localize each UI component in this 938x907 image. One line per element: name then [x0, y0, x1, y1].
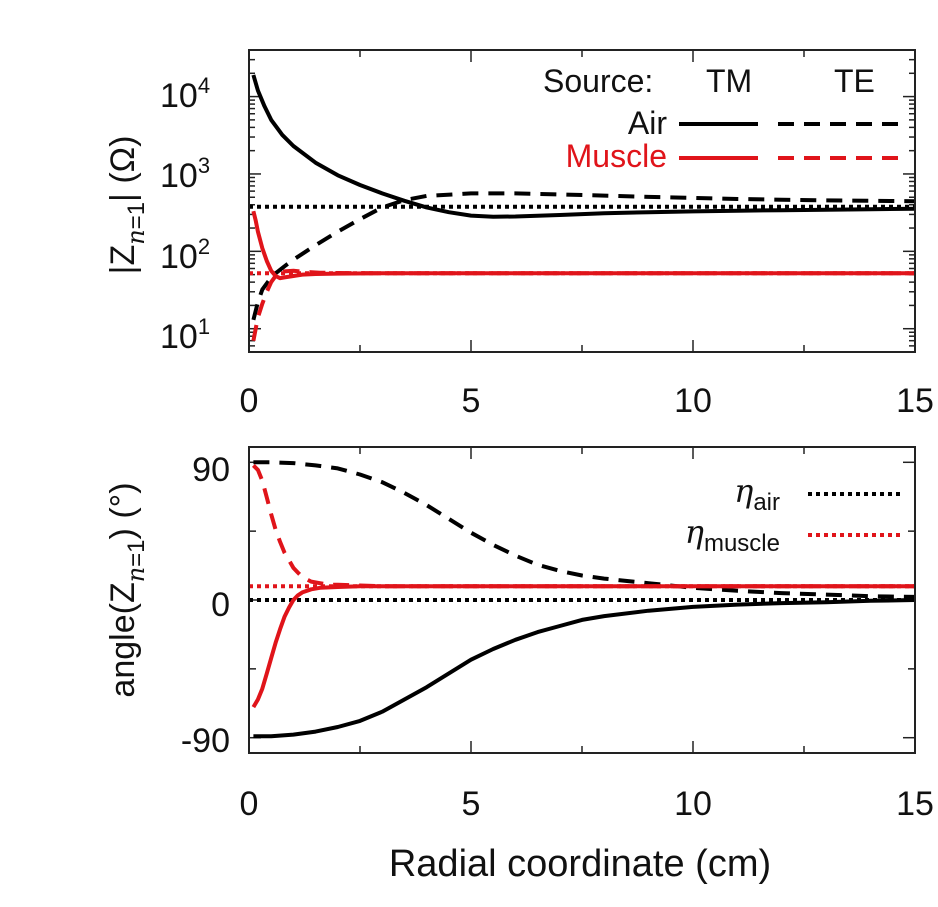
top-series-muscle-te	[251, 268, 915, 342]
top-ytick-label: 101	[160, 314, 210, 356]
legend-label-eta-muscle: ηmuscle	[685, 513, 780, 557]
bottom-plot-lines	[248, 447, 916, 753]
top-xtick-label: 5	[462, 382, 481, 420]
top-series-muscle-tm	[251, 210, 915, 281]
legend-header-te: TE	[834, 63, 875, 99]
top-xtick-label: 0	[240, 382, 259, 420]
bottom-plot-frame	[248, 446, 916, 754]
bottom-ytick-label: 90	[192, 451, 230, 489]
bottom-xlabel: Radial coordinate (cm)	[389, 843, 771, 885]
top-panel: 101 102 103 104 0 5 10 15 |Zn=1| (Ω) Sou…	[104, 49, 934, 420]
bottom-panel: -90 0 90 0 5 10 15 Radial coordinate (cm…	[104, 446, 934, 885]
top-xtick-label: 15	[896, 382, 934, 420]
bottom-xtick-label: 0	[240, 785, 259, 823]
bottom-xtick-label: 5	[462, 785, 481, 823]
top-xtick-label: 10	[674, 382, 712, 420]
bottom-ytick-label: -90	[181, 722, 230, 760]
bottom-legend: ηair ηmuscle	[685, 472, 902, 557]
bottom-series-muscle-te	[251, 463, 915, 589]
bottom-series-air-te	[253, 460, 915, 599]
bottom-xtick-label: 10	[674, 785, 712, 823]
top-ytick-label: 102	[160, 234, 210, 276]
bottom-ytick-label: 0	[211, 586, 230, 624]
top-plot-frame	[248, 49, 916, 353]
top-series-air-te	[251, 191, 915, 321]
legend-header-label: Source:	[543, 63, 653, 99]
bottom-xtick-label: 15	[896, 785, 934, 823]
legend-label-air: Air	[628, 105, 667, 141]
top-ytick-label: 103	[160, 153, 210, 195]
top-legend: Source: TM TE Air Muscle	[543, 63, 904, 174]
top-ytick-label: 104	[160, 73, 210, 115]
top-ylabel: |Zn=1| (Ω)	[104, 136, 150, 275]
legend-label-eta-air: ηair	[734, 472, 780, 516]
bottom-series-air-tm	[253, 598, 915, 739]
bottom-series-muscle-tm	[251, 584, 915, 709]
legend-header-tm: TM	[706, 63, 752, 99]
bottom-ylabel: angle(Zn=1) (°)	[104, 482, 150, 697]
legend-label-muscle: Muscle	[566, 138, 667, 174]
top-series-air-tm	[251, 74, 915, 219]
